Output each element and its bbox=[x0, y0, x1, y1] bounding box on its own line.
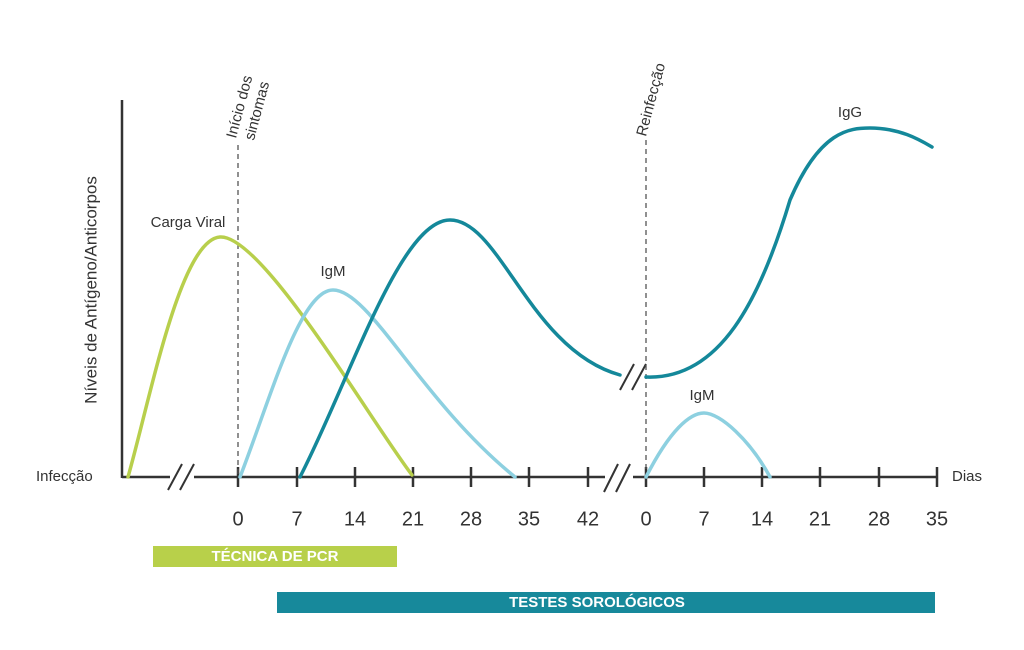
x-end-label: Dias bbox=[952, 468, 982, 485]
tick-label: 42 bbox=[577, 508, 599, 530]
tick-labels: 0 7 14 21 28 35 42 0 7 14 21 28 35 bbox=[232, 508, 948, 530]
igg-curve bbox=[298, 218, 622, 479]
igg-curve bbox=[644, 126, 934, 379]
tick-label: 0 bbox=[640, 508, 651, 530]
igm-curve bbox=[644, 411, 772, 479]
tick-label: 7 bbox=[291, 508, 302, 530]
bar-label: TÉCNICA DE PCR bbox=[212, 548, 339, 565]
pcr-bar bbox=[153, 546, 397, 567]
x-start-label: Infecção bbox=[36, 468, 93, 485]
tick-label: 21 bbox=[402, 508, 424, 530]
tick-label: 21 bbox=[809, 508, 831, 530]
tick-label: 35 bbox=[518, 508, 540, 530]
curve-label: IgM bbox=[689, 387, 714, 404]
tick-label: 28 bbox=[460, 508, 482, 530]
viral-curve bbox=[126, 235, 414, 479]
curve-label: IgM bbox=[320, 263, 345, 280]
curve-label: Carga Viral bbox=[151, 214, 226, 231]
tick-label: 28 bbox=[868, 508, 890, 530]
y-axis-label: Níveis de Antígeno/Anticorpos bbox=[81, 176, 100, 404]
marker-label: Reinfecção bbox=[633, 61, 669, 138]
bar-label: TESTES SOROLÓGICOS bbox=[509, 593, 685, 611]
tick-label: 7 bbox=[698, 508, 709, 530]
tick-marks bbox=[236, 467, 939, 487]
tick-label: 14 bbox=[344, 508, 366, 530]
tick-label: 35 bbox=[926, 508, 948, 530]
igm-curve bbox=[238, 288, 517, 479]
serology-bar bbox=[277, 592, 935, 613]
tick-label: 0 bbox=[232, 508, 243, 530]
curve-label: IgG bbox=[838, 104, 862, 121]
tick-label: 14 bbox=[751, 508, 773, 530]
axis-breaks bbox=[167, 363, 647, 493]
